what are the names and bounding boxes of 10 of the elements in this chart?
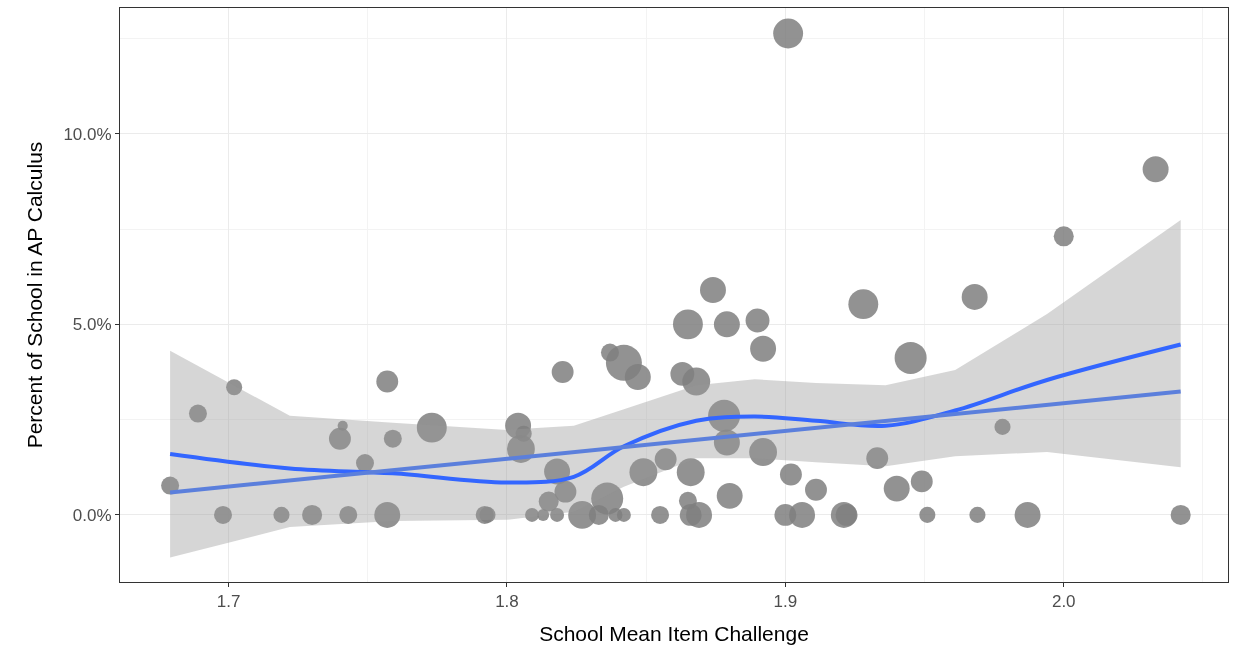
x-tick-label: 1.7 — [216, 592, 241, 612]
y-tick-label: 5.0% — [72, 315, 112, 335]
y-tick-label: 10.0% — [63, 124, 112, 144]
y-tick-label: 0.0% — [72, 505, 112, 525]
x-tick-label: 1.8 — [495, 592, 519, 612]
y-axis-title: Percent of School in AP Calculus — [22, 141, 46, 449]
x-tick-label: 1.9 — [773, 592, 798, 612]
x-tick-label: 2.0 — [1051, 592, 1076, 612]
x-axis-title: School Mean Item Challenge — [539, 621, 809, 645]
line-series — [168, 342, 1183, 485]
